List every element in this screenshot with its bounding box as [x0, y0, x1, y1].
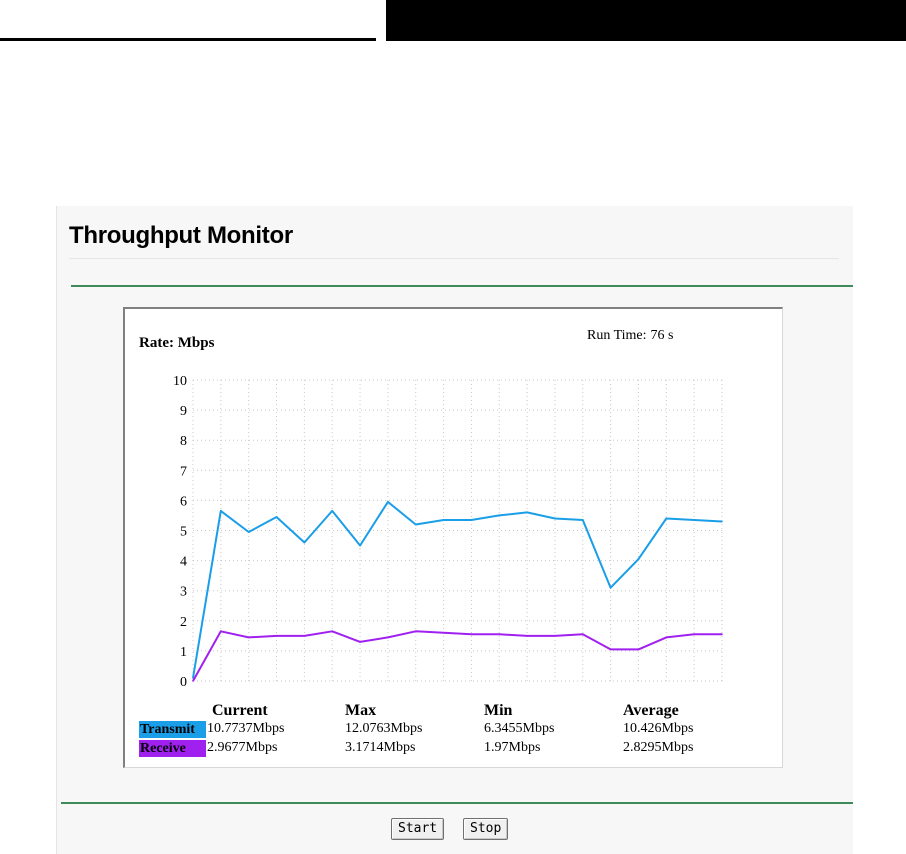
y-tick-label: 1 — [180, 645, 187, 660]
transmit-legend: Transmit — [139, 721, 206, 738]
throughput-plot: 0 1 2 3 4 5 6 7 8 9 10 — [173, 374, 723, 690]
receive-min: 1.97Mbps — [484, 740, 541, 755]
data-point-receive — [414, 630, 417, 633]
data-point-receive — [526, 635, 528, 637]
data-point-receive — [442, 632, 445, 634]
throughput-chart: 0 1 2 3 4 5 6 7 8 9 10 Rate: Mbps Run Time: 76 s Cu… — [123, 307, 783, 768]
page-title: Throughput Monitor — [69, 222, 293, 249]
data-point-receive — [498, 633, 501, 636]
col-header-current: Current — [212, 702, 268, 719]
y-tick-label: 9 — [180, 404, 187, 419]
y-tick-label: 7 — [180, 464, 187, 479]
data-point-transmit — [554, 517, 556, 520]
data-point-receive — [721, 633, 723, 636]
data-point-transmit — [693, 519, 695, 521]
bottom-divider — [61, 802, 853, 804]
data-point-transmit — [665, 517, 668, 520]
data-point-receive — [581, 633, 584, 636]
data-point-transmit — [275, 516, 278, 518]
stop-button[interactable]: Stop — [463, 818, 509, 840]
data-point-receive — [554, 635, 556, 637]
col-header-min: Min — [484, 702, 513, 719]
data-point-transmit — [247, 531, 250, 533]
run-time-label: Run Time: — [587, 328, 647, 343]
data-point-receive — [303, 635, 306, 637]
col-header-max: Max — [345, 702, 377, 719]
transmit-min: 6.3455Mbps — [484, 721, 555, 736]
data-point-transmit — [721, 520, 723, 523]
receive-legend: Receive — [139, 740, 206, 757]
y-tick-label: 0 — [180, 675, 187, 690]
data-point-transmit — [442, 519, 445, 521]
y-tick-label: 8 — [180, 434, 187, 449]
y-tick-label: 5 — [180, 525, 187, 540]
data-point-receive — [609, 648, 612, 651]
rate-label: Rate: Mbps — [139, 335, 215, 351]
y-tick-label: 6 — [180, 494, 187, 509]
data-point-receive — [665, 636, 668, 639]
transmit-average: 10.426Mbps — [623, 721, 694, 736]
data-point-receive — [470, 633, 473, 636]
data-point-transmit — [414, 523, 417, 526]
series-line-transmit — [192, 500, 723, 679]
data-point-transmit — [387, 501, 389, 503]
data-point-transmit — [303, 541, 306, 544]
data-point-transmit — [581, 519, 584, 521]
run-time-value: 76 s — [650, 328, 674, 343]
receive-max: 3.1714Mbps — [345, 740, 416, 755]
data-point-receive — [359, 641, 361, 643]
data-point-transmit — [526, 511, 528, 514]
start-button[interactable]: Start — [391, 818, 445, 840]
document-header-rule — [0, 38, 376, 41]
run-time: Run Time: 76 s — [587, 328, 673, 344]
y-tick-label: 3 — [180, 585, 187, 600]
receive-current: 2.9677Mbps — [207, 740, 278, 755]
data-point-transmit — [331, 510, 334, 512]
data-point-receive — [220, 630, 222, 633]
data-point-transmit — [470, 519, 473, 521]
document-header-bar — [386, 0, 906, 41]
col-header-average: Average — [623, 702, 679, 719]
y-tick-label: 10 — [173, 374, 187, 389]
y-tick-label: 2 — [180, 615, 187, 630]
data-point-transmit — [609, 586, 612, 589]
receive-average: 2.8295Mbps — [623, 740, 694, 755]
data-point-receive — [275, 635, 278, 637]
data-point-transmit — [637, 558, 640, 560]
y-tick-label: 4 — [180, 555, 187, 570]
top-divider — [71, 285, 853, 287]
transmit-current: 10.7737Mbps — [207, 721, 285, 736]
data-point-receive — [247, 636, 250, 639]
data-point-receive — [331, 630, 334, 633]
throughput-monitor-panel: Throughput Monitor 0 1 2 3 4 5 6 7 8 9 10 Rate: Mb… — [56, 206, 853, 854]
data-point-transmit — [359, 544, 361, 547]
data-point-receive — [637, 648, 640, 651]
title-underline — [69, 258, 839, 259]
data-point-receive — [192, 680, 194, 682]
data-point-receive — [693, 633, 695, 636]
series-line-receive — [192, 630, 722, 682]
data-point-transmit — [498, 514, 501, 517]
transmit-max: 12.0763Mbps — [345, 721, 423, 736]
data-point-transmit — [220, 510, 222, 512]
data-point-receive — [387, 636, 389, 639]
